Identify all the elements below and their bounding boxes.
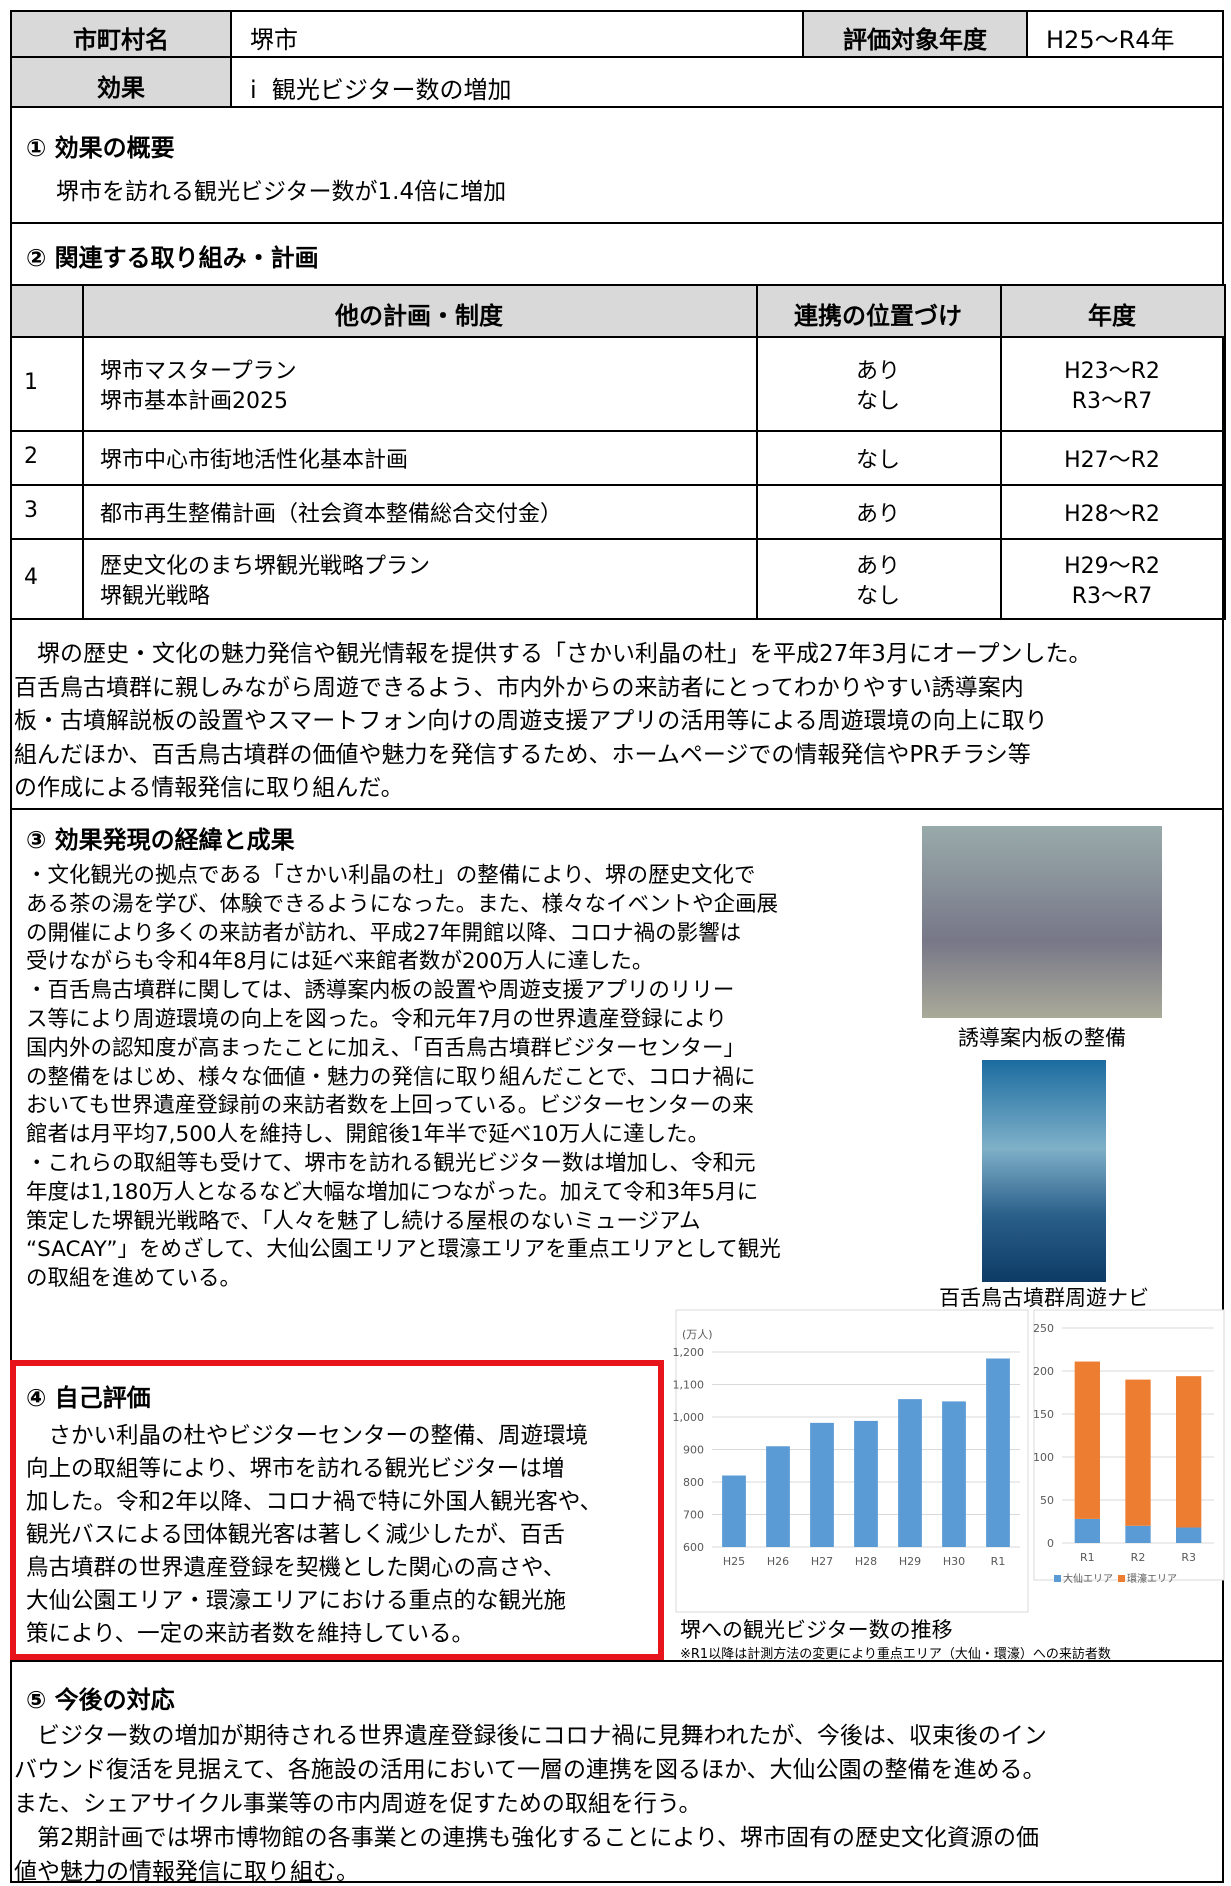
text-line: 大仙公園エリア・環濠エリアにおける重点的な観光施 [26, 1583, 566, 1615]
row-number: 1 [24, 370, 38, 395]
section-title: ① 効果の概要 [26, 128, 175, 163]
year: R3〜R7 [1000, 578, 1224, 610]
text-line: ・百舌鳥古墳群に関しては、誘導案内板の設置や周遊支援アプリのリリー [26, 973, 734, 1004]
label: 市町村名 [10, 20, 232, 55]
section-title: ⑤ 今後の対応 [26, 1680, 175, 1715]
text-line: おいても世界遺産登録前の来訪者数を上回っている。ビジターセンターの来 [26, 1088, 754, 1119]
text-line: 第2期計画では堺市博物館の各事業との連携も強化することにより、堺市固有の歴史文化… [14, 1818, 1039, 1852]
text-line: の開催により多くの来訪者が訪れ、平成27年開館以降、コロナ禍の影響は [26, 916, 741, 947]
plan: 堺市マスタープラン [100, 353, 297, 385]
row-number: 3 [24, 498, 38, 523]
photo-caption: 誘導案内板の整備 [922, 1022, 1162, 1052]
text-line: の整備をはじめ、様々な価値・魅力の発信に取り組んだことで、コロナ禍に [26, 1060, 756, 1091]
table-cell [10, 538, 84, 620]
row-number: 2 [24, 444, 38, 469]
plan: 歴史文化のまち堺観光戦略プラン [100, 548, 430, 580]
plan: 堺市中心市街地活性化基本計画 [100, 442, 408, 474]
table-cell [10, 484, 84, 540]
page: {"header":{"label_city":"市町村名","city":"堺… [0, 0, 1231, 1883]
table-cell [10, 430, 84, 486]
position: なし [756, 578, 1000, 610]
text-line: ・文化観光の拠点である「さかい利晶の杜」の整備により、堺の歴史文化で [26, 858, 756, 889]
chart-caption: 堺への観光ビジター数の推移 [680, 1614, 953, 1644]
text-line: 年度は1,180万人となるなど大幅な増加につながった。加えて令和3年5月に [26, 1175, 758, 1206]
text-line: 受けながらも令和4年8月には延べ来館者数が200万人に達した。 [26, 944, 653, 975]
city: 堺市 [250, 20, 298, 55]
plan: 堺市基本計画2025 [100, 383, 288, 415]
text-line: 国内外の認知度が高まったことに加え、「百舌鳥古墳群ビジターセンター」 [26, 1031, 745, 1062]
position: なし [756, 383, 1000, 415]
text-line: 鳥古墳群の世界遺産登録を契機とした関心の高さや、 [26, 1550, 565, 1582]
photo [922, 826, 1162, 1018]
text-line: 百舌鳥古墳群に親しみながら周遊できるよう、市内外からの来訪者にとってわかりやすい… [14, 668, 1024, 702]
label: 効果 [10, 68, 232, 103]
table-header: 連携の位置づけ [756, 296, 1000, 331]
photo [982, 1060, 1106, 1282]
text-line: 組んだほか、百舌鳥古墳群の価値や魅力を発信するため、ホームページでの情報発信やP… [14, 735, 1031, 769]
text: 堺市を訪れる観光ビジター数が1.4倍に増加 [56, 172, 506, 206]
section-title: ④ 自己評価 [26, 1378, 151, 1413]
year: H28〜R2 [1000, 496, 1224, 528]
position: あり [756, 548, 1000, 580]
year: H23〜R2 [1000, 353, 1224, 385]
year: H29〜R2 [1000, 548, 1224, 580]
text-line: 館者は月平均7,500人を維持し、開館後1年半で延べ10万人に達した。 [26, 1117, 709, 1148]
label: 評価対象年度 [802, 20, 1028, 55]
table-header: 他の計画・制度 [82, 296, 756, 331]
plan: 堺観光戦略 [100, 578, 210, 610]
text-line: ある茶の湯を学び、体験できるようになった。また、様々なイベントや企画展 [26, 887, 778, 918]
cell [230, 10, 804, 58]
text-line: バウンド復活を見据えて、各施設の活用において一層の連携を図るほか、大仙公園の整備… [14, 1750, 1046, 1784]
text-line: 策により、一定の来訪者数を維持している。 [26, 1616, 474, 1648]
section-title: ② 関連する取り組み・計画 [26, 238, 319, 273]
text-line: の取組を進めている。 [26, 1261, 241, 1292]
plan: 都市再生整備計画（社会資本整備総合交付金） [100, 496, 562, 528]
text-line: の作成による情報発信に取り組んだ。 [14, 768, 404, 802]
position: あり [756, 353, 1000, 385]
text-line: 策定した堺観光戦略で、「人々を魅了し続ける屋根のないミュージアム [26, 1204, 700, 1235]
section-title: ③ 効果発現の経緯と成果 [26, 820, 295, 855]
position: あり [756, 496, 1000, 528]
year: H27〜R2 [1000, 442, 1224, 474]
effect: ⅰ 観光ビジター数の増加 [250, 70, 511, 105]
section [10, 106, 1224, 224]
text-line: また、シェアサイクル事業等の市内周遊を促すための取組を行う。 [14, 1784, 701, 1818]
text-line: ス等により周遊環境の向上を図った。令和元年7月の世界遺産登録により [26, 1002, 727, 1033]
text-line: 堺の歴史・文化の魅力発信や観光情報を提供する「さかい利晶の杜」を平成27年3月に… [14, 634, 1092, 668]
table-header: 年度 [1000, 296, 1224, 331]
text-line: “SACAY”」をめざして、大仙公園エリアと環濠エリアを重点エリアとして観光 [26, 1232, 781, 1263]
text-line: 向上の取組等により、堺市を訪れる観光ビジターは増 [26, 1451, 564, 1483]
text-line: 板・古墳解説板の設置やスマートフォン向けの周遊支援アプリの活用等による周遊環境の… [14, 701, 1048, 735]
photo-caption: 百舌鳥古墳群周遊ナビ [904, 1282, 1184, 1312]
year: R3〜R7 [1000, 383, 1224, 415]
text-line: 加した。令和2年以降、コロナ禍で特に外国人観光客や、 [26, 1484, 602, 1516]
table-cell [10, 284, 84, 338]
period: H25〜R4年 [1046, 20, 1175, 55]
text-line: 観光バスによる団体観光客は著しく減少したが、百舌 [26, 1517, 565, 1549]
text-line: ・これらの取組等も受けて、堺市を訪れる観光ビジター数は増加し、令和元 [26, 1146, 756, 1177]
position: なし [756, 442, 1000, 474]
text-line: 値や魅力の情報発信に取り組む。 [14, 1852, 359, 1886]
row-number: 4 [24, 565, 38, 590]
text-line: ビジター数の増加が期待される世界遺産登録後にコロナ禍に見舞われたが、今後は、収束… [14, 1716, 1047, 1750]
table-cell [10, 336, 84, 432]
text-line: さかい利晶の杜やビジターセンターの整備、周遊環境 [26, 1418, 588, 1450]
